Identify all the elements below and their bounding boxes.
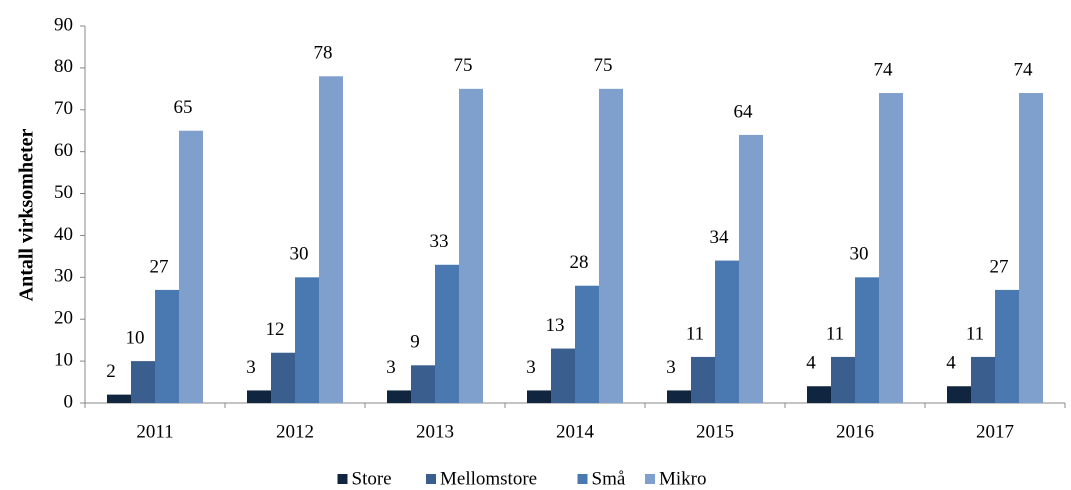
y-tick-label: 20 bbox=[54, 308, 73, 329]
legend-label: Små bbox=[592, 468, 626, 489]
data-label: 30 bbox=[850, 244, 869, 265]
bar bbox=[551, 348, 575, 403]
bar bbox=[691, 356, 715, 403]
bar bbox=[435, 264, 459, 403]
data-label: 11 bbox=[826, 323, 844, 344]
data-label: 3 bbox=[246, 357, 256, 378]
legend-swatch bbox=[577, 474, 588, 484]
data-label: 27 bbox=[150, 256, 169, 277]
bar bbox=[179, 130, 203, 403]
data-label: 3 bbox=[386, 357, 396, 378]
bar bbox=[247, 390, 271, 403]
bar bbox=[667, 390, 691, 403]
y-tick-label: 60 bbox=[54, 140, 73, 161]
data-label: 75 bbox=[454, 55, 473, 76]
bar bbox=[855, 277, 879, 403]
x-tick-label: 2017 bbox=[976, 421, 1014, 442]
bar bbox=[271, 352, 295, 403]
data-label: 74 bbox=[1014, 59, 1034, 80]
bar bbox=[807, 386, 831, 403]
legend-label: Store bbox=[352, 468, 392, 489]
y-tick-label: 70 bbox=[54, 98, 73, 119]
y-tick-label: 40 bbox=[54, 224, 73, 245]
data-label: 3 bbox=[526, 357, 536, 378]
y-tick-label: 90 bbox=[54, 14, 73, 35]
bar bbox=[715, 260, 739, 403]
data-label: 12 bbox=[266, 319, 285, 340]
data-label: 75 bbox=[594, 55, 613, 76]
bar bbox=[575, 285, 599, 403]
bar bbox=[831, 356, 855, 403]
data-label: 4 bbox=[946, 353, 956, 374]
bar bbox=[947, 386, 971, 403]
bar bbox=[387, 390, 411, 403]
data-label: 28 bbox=[570, 252, 589, 273]
data-label: 2 bbox=[106, 361, 116, 382]
y-tick-label: 30 bbox=[54, 266, 73, 287]
bar bbox=[107, 394, 131, 403]
bar bbox=[319, 76, 343, 404]
data-label: 9 bbox=[410, 332, 420, 353]
x-tick-label: 2011 bbox=[136, 421, 173, 442]
bar bbox=[527, 390, 551, 403]
x-tick-label: 2016 bbox=[836, 421, 874, 442]
bar bbox=[739, 134, 763, 403]
x-tick-label: 2013 bbox=[416, 421, 454, 442]
y-axis-label: Antall virksomheter bbox=[16, 129, 38, 302]
data-label: 65 bbox=[174, 97, 193, 118]
bar bbox=[995, 289, 1019, 403]
data-label: 3 bbox=[666, 357, 676, 378]
data-label: 64 bbox=[734, 101, 754, 122]
data-label: 74 bbox=[874, 59, 894, 80]
legend-swatch bbox=[426, 474, 436, 484]
data-label: 30 bbox=[290, 244, 309, 265]
data-label: 11 bbox=[686, 323, 704, 344]
bar bbox=[971, 356, 995, 403]
bar bbox=[295, 277, 319, 403]
legend-swatch bbox=[645, 474, 655, 484]
data-label: 10 bbox=[126, 327, 145, 348]
data-label: 27 bbox=[990, 256, 1009, 277]
legend-swatch bbox=[337, 474, 348, 484]
data-label: 4 bbox=[806, 353, 816, 374]
bar bbox=[879, 93, 903, 404]
bar bbox=[1019, 93, 1043, 404]
bar bbox=[459, 88, 483, 403]
data-label: 11 bbox=[966, 323, 984, 344]
data-label: 33 bbox=[430, 231, 449, 252]
y-tick-label: 80 bbox=[54, 56, 73, 77]
y-tick-label: 10 bbox=[54, 349, 73, 370]
data-label: 34 bbox=[710, 227, 730, 248]
y-tick-label: 0 bbox=[64, 391, 74, 412]
bar bbox=[155, 289, 179, 403]
x-tick-label: 2014 bbox=[556, 421, 595, 442]
bar bbox=[131, 361, 155, 403]
bar bbox=[599, 88, 623, 403]
bar bbox=[411, 365, 435, 403]
data-label: 78 bbox=[314, 43, 333, 64]
y-tick-label: 50 bbox=[54, 182, 73, 203]
x-tick-label: 2012 bbox=[276, 421, 314, 442]
data-label: 13 bbox=[546, 315, 565, 336]
x-tick-label: 2015 bbox=[696, 421, 734, 442]
legend-label: Mellomstore bbox=[440, 468, 537, 489]
legend-label: Mikro bbox=[659, 468, 707, 489]
